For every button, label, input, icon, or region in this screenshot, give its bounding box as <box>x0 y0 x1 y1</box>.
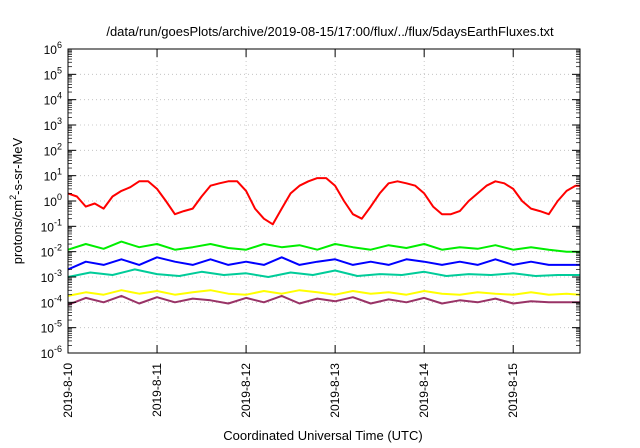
series-line <box>67 294 580 306</box>
y-tick-label: 106 <box>44 40 62 57</box>
x-tick-label: 2019-8-10 <box>61 363 75 418</box>
series-line <box>67 177 580 226</box>
x-tick-label: 2019-8-11 <box>150 363 164 417</box>
y-tick-label: 10-2 <box>41 243 62 260</box>
y-axis-label-base: protons/cm <box>10 200 25 264</box>
series-line <box>67 240 580 253</box>
grid-lines <box>68 49 580 353</box>
y-tick-label: 10-6 <box>41 344 62 361</box>
y-tick-label: 10-5 <box>41 319 62 336</box>
x-tick-label: 2019-8-15 <box>506 363 520 418</box>
series-line <box>67 289 581 297</box>
series-line <box>67 256 580 271</box>
y-axis-label-sup: 2 <box>8 195 18 200</box>
y-tick-label: 100 <box>44 192 62 209</box>
y-tick-label: 104 <box>44 91 62 108</box>
series-line <box>67 268 580 278</box>
y-tick-label: 103 <box>44 116 62 133</box>
y-tick-label: 102 <box>44 141 62 158</box>
x-tick-label: 2019-8-12 <box>239 363 253 418</box>
y-tick-label: 101 <box>44 167 62 184</box>
x-tick-label: 2019-8-13 <box>328 363 342 418</box>
y-tick-label: 10-1 <box>41 217 62 234</box>
x-axis-label: Coordinated Universal Time (UTC) <box>223 428 422 443</box>
x-tick-label: 2019-8-14 <box>417 363 431 418</box>
x-axis-ticks: 2019-8-10 2019-8-11 2019-8-12 2019-8-13 2019… <box>61 49 520 418</box>
data-series <box>67 177 581 306</box>
y-axis-label-rest: -s-sr-MeV <box>10 137 25 194</box>
chart-title: /data/run/goesPlots/archive/2019-08-15/1… <box>106 24 554 39</box>
y-axis-ticks: 10-6 10-5 10-4 10-3 10-2 10-1 100 101 102 103 104 1… <box>41 40 580 361</box>
y-axis-label: protons/cm2-s-sr-MeV <box>8 137 25 264</box>
y-tick-label: 10-3 <box>41 268 62 285</box>
y-tick-label: 10-4 <box>41 293 62 310</box>
plot-frame <box>67 48 581 354</box>
y-tick-label: 105 <box>44 65 62 82</box>
